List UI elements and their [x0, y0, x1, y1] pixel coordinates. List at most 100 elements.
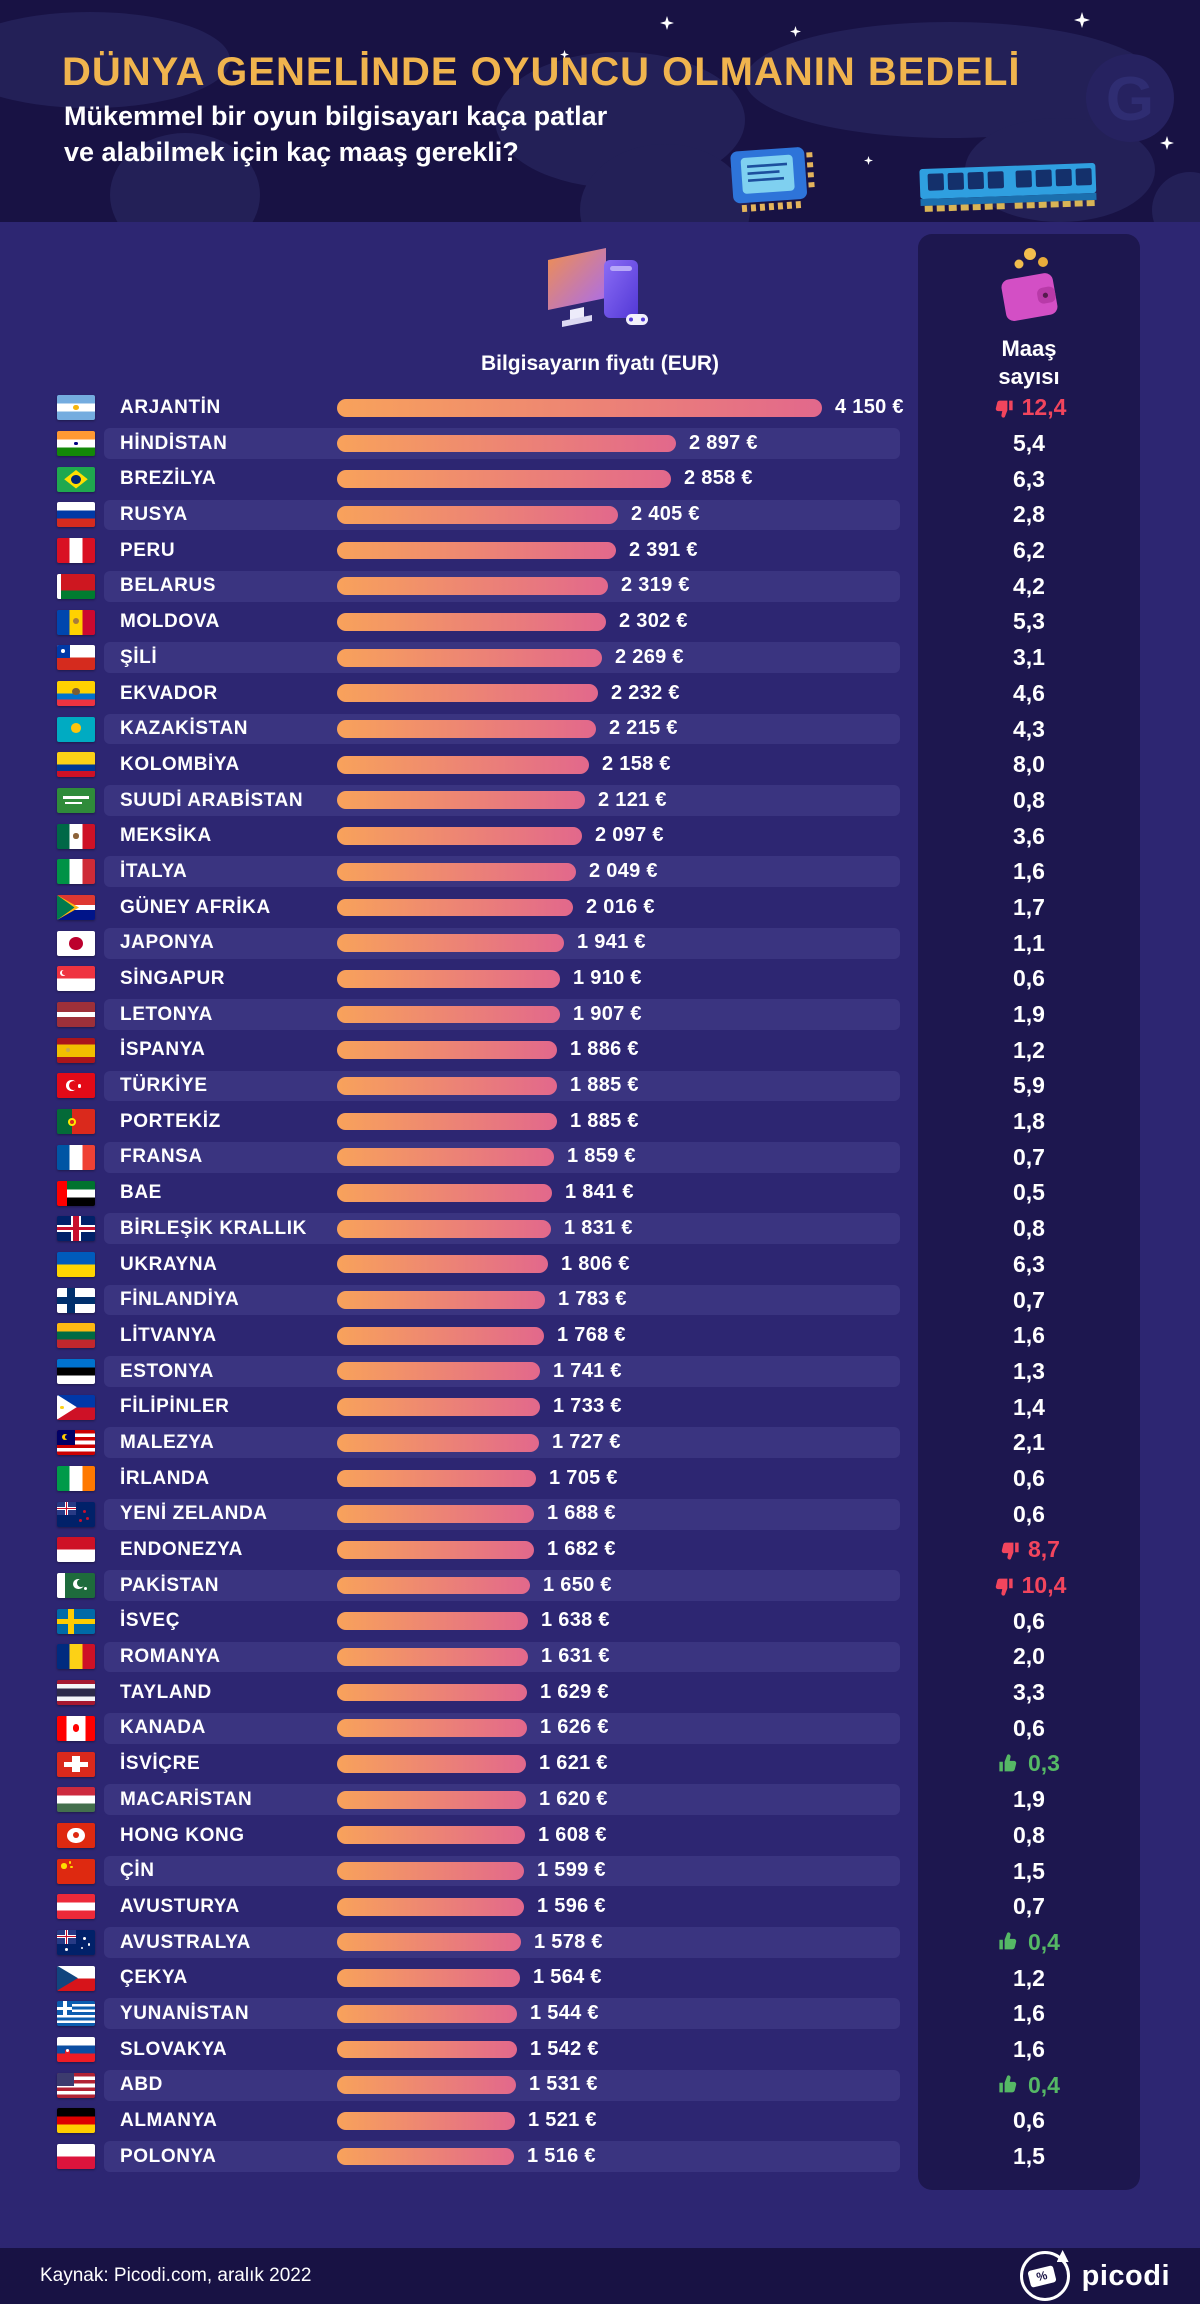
flag-emblem [67, 1608, 74, 1634]
table-row: KANADA 1 626 € 0,6 [0, 1710, 1200, 1746]
salary-number: 1,1 [1013, 929, 1045, 956]
price-bar [337, 1683, 527, 1702]
salary-value: 1,2 [918, 1032, 1140, 1068]
country-label: FRANSA [120, 1146, 203, 1168]
price-bar [337, 1826, 525, 1845]
price-label: 2 302 € [619, 610, 688, 633]
flag-icon [57, 1822, 95, 1848]
salary-number: 4,3 [1013, 715, 1045, 742]
price-bar [337, 2076, 516, 2094]
price-bar [337, 720, 596, 738]
thumbs-down-icon [1001, 1542, 1019, 1560]
salary-panel [918, 234, 1140, 2190]
price-label: 1 626 € [540, 1716, 609, 1739]
country-label: ALMANYA [120, 2110, 218, 2131]
salary-number: 2,8 [1013, 501, 1045, 528]
price-label: 1 544 € [530, 2001, 599, 2024]
flag-icon [57, 1608, 95, 1634]
table-row: MACARİSTAN 1 620 € 1,9 [0, 1782, 1200, 1818]
flag-icon [57, 752, 95, 778]
price-bar [337, 969, 560, 988]
country-label: TÜRKİYE [120, 1075, 208, 1097]
table-row: HİNDİSTAN 2 897 € 5,4 [0, 426, 1200, 462]
flag-emblem [73, 405, 79, 411]
table-row: MALEZYA 1 727 € 2,1 [0, 1425, 1200, 1461]
table-row: FRANSA 1 859 € 0,7 [0, 1139, 1200, 1175]
country-label: KANADA [120, 1717, 206, 1739]
table-row: LİTVANYA 1 768 € 1,6 [0, 1318, 1200, 1354]
table-row: SUUDİ ARABİSTAN 2 121 € 0,8 [0, 783, 1200, 819]
salary-number: 1,8 [1013, 1108, 1045, 1135]
sparkle-icon [790, 26, 801, 37]
salary-number: 0,6 [1013, 965, 1045, 992]
flag-emblem [71, 723, 81, 733]
country-label: MALEZYA [120, 1431, 215, 1453]
price-bar [337, 1041, 557, 1060]
price-bar [337, 1576, 530, 1595]
price-bar [337, 1148, 554, 1167]
price-bar [337, 1755, 526, 1773]
country-label: İSPANYA [120, 1039, 206, 1061]
thumbs-down-icon [995, 1578, 1013, 1596]
price-label: 1 650 € [543, 1573, 612, 1596]
salary-number: 0,8 [1013, 1821, 1045, 1848]
salary-number: 0,3 [1028, 1750, 1060, 1777]
price-bar [337, 2147, 514, 2166]
price-label: 1 688 € [547, 1502, 616, 1525]
price-label: 1 733 € [553, 1395, 622, 1418]
salary-number: 0,8 [1013, 1215, 1045, 1242]
table-row: RUSYA 2 405 € 2,8 [0, 497, 1200, 533]
flag-emblem [72, 618, 80, 625]
salary-number: 1,9 [1013, 1001, 1045, 1028]
table-row: GÜNEY AFRİKA 2 016 € 1,7 [0, 890, 1200, 926]
price-bar [337, 1291, 545, 1309]
ram-stick-icon [919, 163, 1097, 212]
decorative-g-letter: G [1106, 65, 1154, 134]
flag-emblem [72, 688, 80, 696]
table-row: LETONYA 1 907 € 1,9 [0, 997, 1200, 1033]
table-row: BREZİLYA 2 858 € 6,3 [0, 461, 1200, 497]
salary-value: 1,8 [918, 1104, 1140, 1140]
price-bar [337, 827, 582, 845]
country-label: PAKİSTAN [120, 1574, 220, 1596]
salary-number: 1,9 [1013, 1786, 1045, 1813]
flag-icon [57, 1715, 95, 1741]
table-row: ESTONYA 1 741 € 1,3 [0, 1354, 1200, 1390]
salary-number: 1,2 [1013, 1964, 1045, 1991]
country-label: FİNLANDİYA [120, 1289, 240, 1311]
price-bar [337, 1719, 527, 1738]
flag-icon [57, 1573, 95, 1599]
flag-icon [57, 1430, 95, 1456]
flag-icon [57, 1394, 95, 1420]
flag-icon [57, 538, 95, 564]
rows: ARJANTİN 4 150 € 12,4 HİNDİSTAN 2 897 € 5,4 BR… [0, 390, 1200, 2174]
flag-emblem [72, 1216, 80, 1242]
country-label: YENİ ZELANDA [120, 1503, 268, 1525]
table-row: İRLANDA 1 705 € 0,6 [0, 1461, 1200, 1497]
price-label: 1 621 € [539, 1752, 608, 1775]
picodi-logo: % picodi [1019, 2250, 1170, 2301]
gaming-pc-icon [548, 248, 648, 327]
salary-number: 8,7 [1028, 1536, 1060, 1563]
salary-number: 1,7 [1013, 893, 1045, 920]
price-bar [337, 1398, 540, 1416]
flag-icon [57, 2072, 95, 2098]
salary-value: 5,4 [918, 426, 1140, 462]
flag-icon [57, 573, 95, 599]
country-label: ARJANTİN [120, 397, 221, 418]
country-label: BİRLEŞİK KRALLIK [120, 1217, 307, 1239]
flag-emblem [78, 1084, 82, 1088]
table-row: PERU 2 391 € 6,2 [0, 533, 1200, 569]
price-bar [337, 862, 576, 881]
salary-value: 4,3 [918, 711, 1140, 747]
table-row: MEKSİKA 2 097 € 3,6 [0, 818, 1200, 854]
country-label: FİLİPİNLER [120, 1396, 230, 1418]
salary-number: 1,4 [1013, 1393, 1045, 1420]
price-label: 1 910 € [573, 967, 642, 989]
flag-icon [57, 1287, 95, 1313]
price-bar [337, 2004, 517, 2023]
salary-value: 1,5 [918, 2139, 1140, 2175]
flag-emblem [65, 1501, 68, 1516]
price-bar [337, 505, 618, 524]
price-label: 1 727 € [552, 1430, 621, 1453]
